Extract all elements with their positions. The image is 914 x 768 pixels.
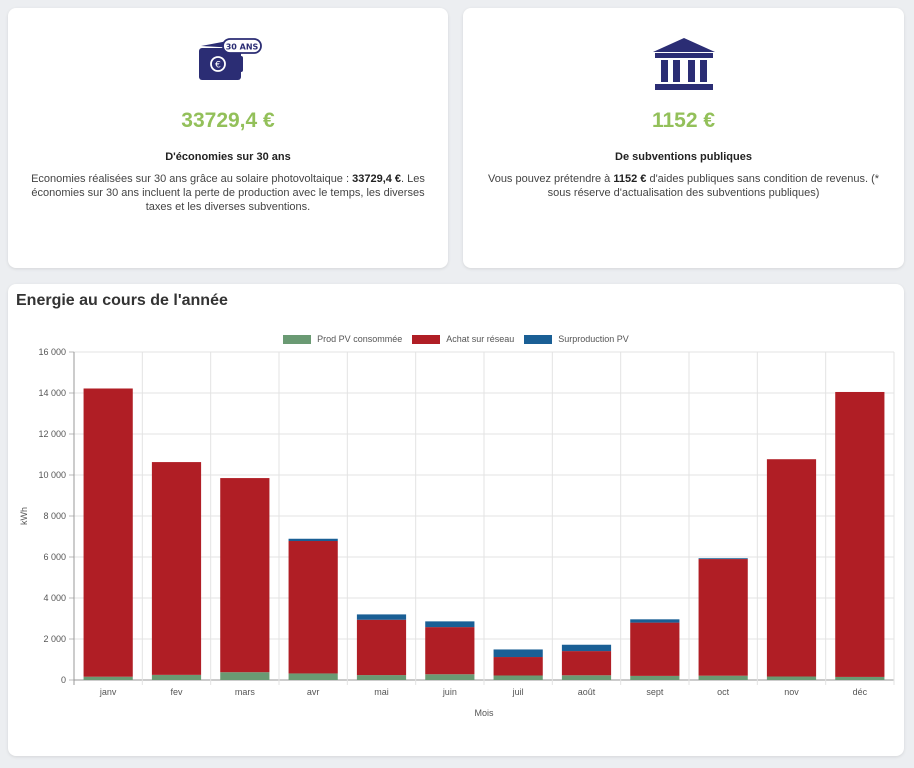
x-tick-label: fev xyxy=(170,687,183,697)
x-tick-label: oct xyxy=(717,687,730,697)
y-axis-label: kWh xyxy=(19,507,29,525)
legend-item-achat-reseau[interactable]: Achat sur réseau xyxy=(412,334,514,344)
subsidies-amount: 1152 € xyxy=(651,109,716,132)
y-tick-label: 8 000 xyxy=(43,511,66,521)
x-tick-label: avr xyxy=(307,687,320,697)
legend-swatch xyxy=(283,334,312,344)
bar-segment[interactable] xyxy=(493,675,543,680)
bar-segment[interactable] xyxy=(493,657,543,676)
y-tick-label: 12 000 xyxy=(38,429,66,439)
bar-segment[interactable] xyxy=(288,541,338,674)
bar-segment[interactable] xyxy=(493,649,543,658)
bar-segment[interactable] xyxy=(83,388,133,677)
x-tick-label: juin xyxy=(442,687,457,697)
y-tick-label: 16 000 xyxy=(38,347,66,357)
legend-label: Surproduction PV xyxy=(558,334,629,344)
bar-segment[interactable] xyxy=(220,478,270,673)
bar-segment[interactable] xyxy=(151,674,202,680)
badge-label: 30 ANS xyxy=(226,43,259,52)
savings-card: € 30 ANS 33729,4 € D'économies sur 30 an… xyxy=(8,8,448,268)
y-tick-label: 2 000 xyxy=(43,634,66,644)
bar-segment[interactable] xyxy=(561,644,612,652)
legend-item-surproduction[interactable]: Surproduction PV xyxy=(524,334,629,344)
bank-building-icon xyxy=(463,36,904,94)
bar-segment[interactable] xyxy=(698,558,748,560)
svg-text:€: € xyxy=(215,61,221,71)
bar-segment[interactable] xyxy=(356,675,407,680)
bar-segment[interactable] xyxy=(425,674,475,680)
bar-segment[interactable] xyxy=(698,675,748,680)
bar-segment[interactable] xyxy=(561,675,612,680)
y-tick-label: 4 000 xyxy=(43,593,66,603)
legend-label: Achat sur réseau xyxy=(446,334,515,344)
chart-legend: Prod PV consommée Achat sur réseau Surpr… xyxy=(8,334,904,344)
legend-swatch xyxy=(524,334,553,344)
bar-segment[interactable] xyxy=(288,673,338,680)
y-tick-label: 0 xyxy=(61,675,66,685)
legend-item-prod-pv[interactable]: Prod PV consommée xyxy=(283,334,402,344)
bar-segment[interactable] xyxy=(288,538,338,542)
bar-segment[interactable] xyxy=(766,676,817,680)
energy-bar-chart: 0 2 000 4 000 6 000 8 000 10 000 12 000 14 000 1… xyxy=(19,347,895,718)
x-tick-label: août xyxy=(578,687,596,697)
energy-chart-card: Energie au cours de l'année Prod PV cons… xyxy=(8,284,904,756)
x-tick-label: janv xyxy=(99,687,117,697)
x-tick-label: mai xyxy=(374,687,389,697)
bar-segment[interactable] xyxy=(630,675,680,680)
x-tick-label: mars xyxy=(235,687,255,697)
y-tick-label: 14 000 xyxy=(38,388,66,398)
subsidies-title: De subventions publiques xyxy=(615,151,752,163)
subsidies-description: Vous pouvez prétendre à 1152 € d'aides p… xyxy=(487,173,880,199)
savings-description: Economies réalisées sur 30 ans grâce au … xyxy=(31,173,425,213)
x-tick-label: sept xyxy=(646,687,664,697)
bar-segment[interactable] xyxy=(630,619,680,623)
bar-segment[interactable] xyxy=(83,676,133,680)
savings-title: D'économies sur 30 ans xyxy=(165,151,291,163)
x-axis-label: Mois xyxy=(474,708,494,718)
bar-segment[interactable] xyxy=(220,672,270,680)
subsidies-card: 1152 € De subventions publiques Vous pou… xyxy=(463,8,904,268)
savings-amount: 33729,4 € xyxy=(181,109,275,132)
x-tick-label: nov xyxy=(784,687,799,697)
bar-segment[interactable] xyxy=(766,459,817,677)
bar-segment[interactable] xyxy=(425,627,475,675)
x-tick-label: juil xyxy=(512,687,524,697)
bar-segment[interactable] xyxy=(698,559,748,676)
bar-segment[interactable] xyxy=(151,462,202,675)
legend-swatch xyxy=(412,334,441,344)
y-tick-label: 6 000 xyxy=(43,552,66,562)
euro-wallet-icon: € 30 ANS xyxy=(8,36,448,84)
chart-section-title: Energie au cours de l'année xyxy=(16,292,228,309)
bar-segment[interactable] xyxy=(835,391,885,677)
legend-label: Prod PV consommée xyxy=(317,334,403,344)
bar-segment[interactable] xyxy=(561,651,612,676)
bar-segment[interactable] xyxy=(630,622,680,676)
y-tick-label: 10 000 xyxy=(38,470,66,480)
x-tick-label: déc xyxy=(853,687,868,697)
bar-segment[interactable] xyxy=(356,614,407,620)
bar-segment[interactable] xyxy=(425,621,475,628)
bar-segment[interactable] xyxy=(835,676,885,680)
bar-segment[interactable] xyxy=(356,619,407,676)
